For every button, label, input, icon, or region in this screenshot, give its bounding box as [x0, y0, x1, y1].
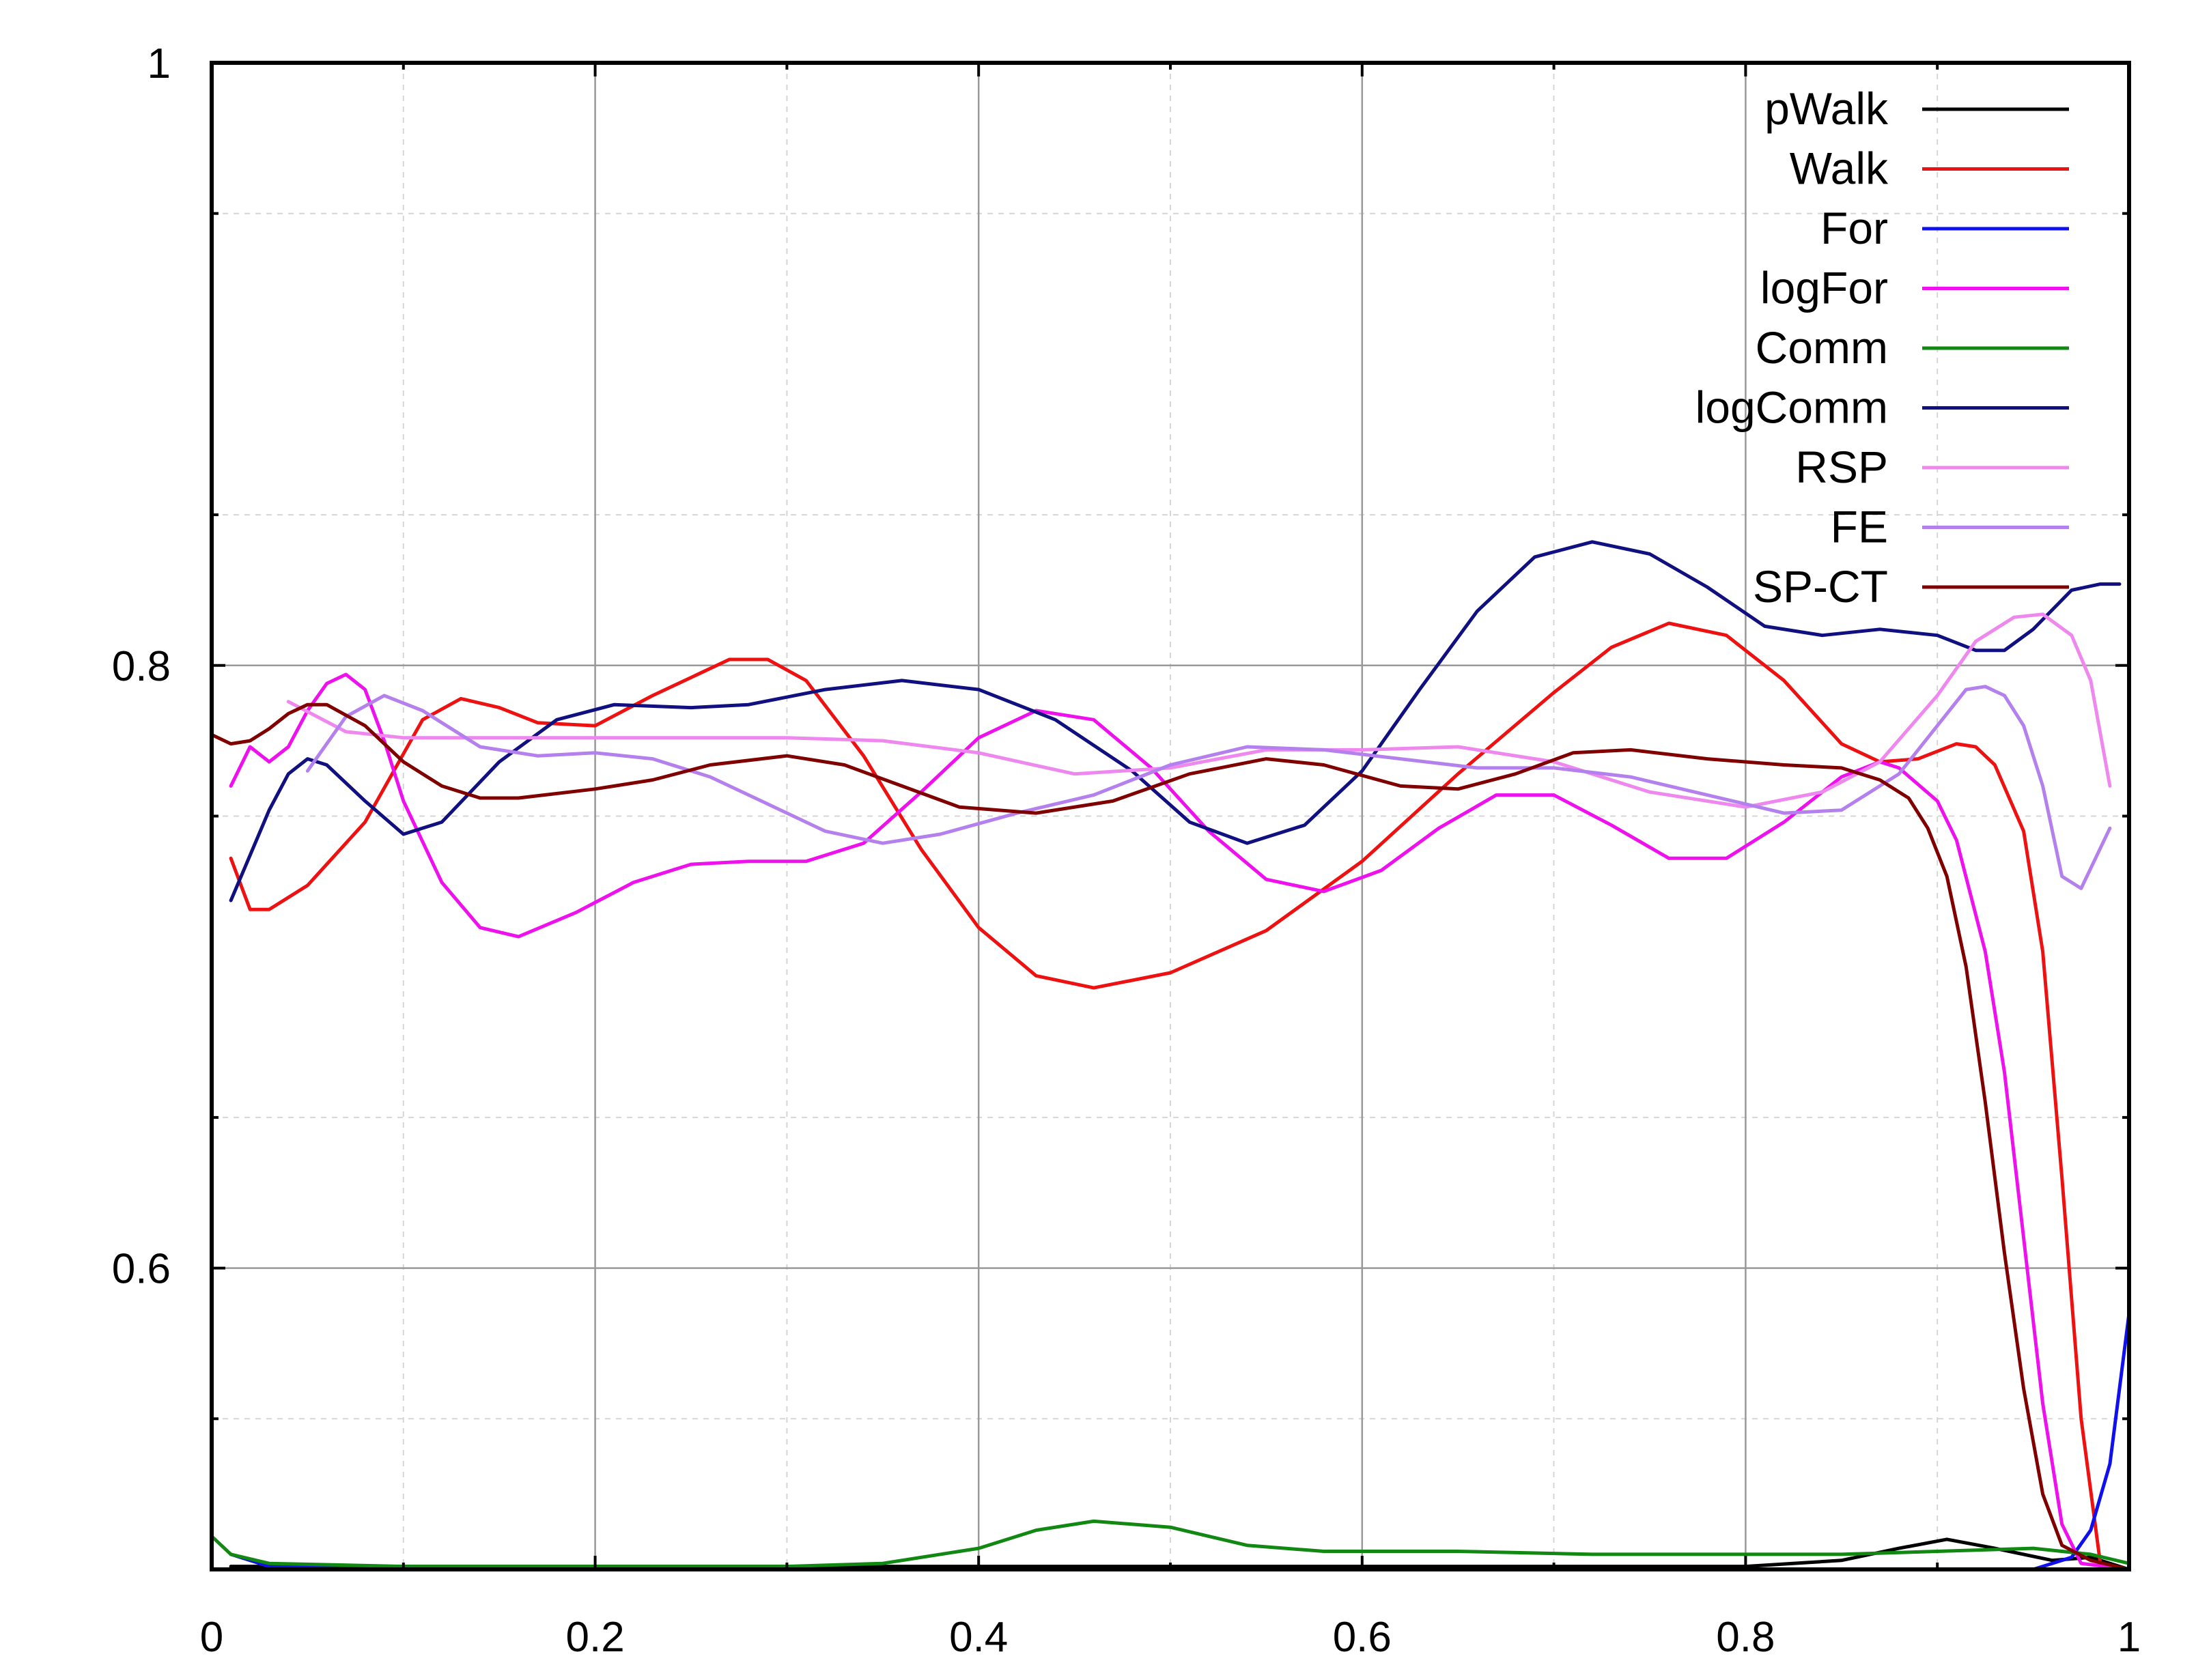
series-line-fe	[305, 685, 2112, 890]
legend-label: Comm	[1756, 322, 1888, 373]
y-tick-label: 0.6	[112, 1246, 171, 1293]
legend-label: SP-CT	[1753, 561, 1888, 612]
series-line-logcomm	[229, 540, 2122, 902]
series-line-walk	[229, 621, 2131, 1571]
x-tick-label: 0.2	[565, 1614, 624, 1661]
legend-label: RSP	[1795, 442, 1888, 492]
axes: 0 0.2 0.4 0.6 0.8 1 0.6 0.8 1	[112, 40, 2141, 1661]
y-tick-label: 0.8	[112, 643, 171, 690]
x-tick-label: 0	[200, 1614, 223, 1661]
x-tick-label: 0.8	[1716, 1614, 1775, 1661]
x-tick-label: 0.6	[1333, 1614, 1392, 1661]
legend-label: logComm	[1695, 382, 1888, 433]
legend-label: For	[1820, 203, 1888, 253]
x-tick-label: 0.4	[949, 1614, 1008, 1661]
legend-label: Walk	[1790, 143, 1889, 194]
legend-label: pWalk	[1764, 83, 1889, 134]
y-tick-label: 1	[147, 40, 171, 87]
series-line-comm	[210, 1519, 2131, 1569]
legend-label: logFor	[1760, 263, 1888, 313]
series-line-sp-ct	[210, 702, 2131, 1571]
x-tick-label: 1	[2117, 1614, 2141, 1661]
legend: pWalk Walk For logFor Comm logComm RSP FE SP-CT	[1695, 83, 2069, 612]
grid	[212, 63, 2129, 1569]
series-line-rsp	[286, 612, 2112, 809]
legend-label: FE	[1831, 502, 1888, 552]
